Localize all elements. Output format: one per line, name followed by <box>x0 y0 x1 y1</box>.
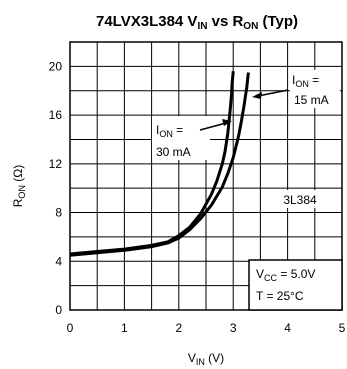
annotation-30ma-bg <box>152 116 210 160</box>
annotation-30ma: ION = <box>156 123 183 139</box>
annotation-30ma-arrowhead <box>222 119 232 126</box>
series-line-15ma <box>69 72 250 257</box>
y-tick-label: 20 <box>49 59 63 73</box>
chart-title: 74LVX3L384 VIN vs RON (Typ) <box>96 13 298 32</box>
conditions-temp: T = 25°C <box>256 289 304 303</box>
annotation-30ma-arrow <box>199 122 227 131</box>
x-tick-label: 0 <box>67 321 74 335</box>
annotation-15ma-arrowhead <box>252 92 262 99</box>
y-tick-label: 8 <box>55 206 62 220</box>
y-tick-label: 16 <box>49 108 63 122</box>
conditions-vcc: VCC = 5.0V <box>256 267 315 283</box>
annotation-part-bg <box>272 190 332 208</box>
x-tick-label: 2 <box>175 321 182 335</box>
y-tick-label: 0 <box>55 303 62 317</box>
x-tick-label: 1 <box>121 321 128 335</box>
annotation-15ma-value: 15 mA <box>294 93 329 107</box>
x-tick-label: 5 <box>339 321 346 335</box>
y-tick-label: 12 <box>49 157 63 171</box>
y-axis-label: RON (Ω) <box>11 165 27 207</box>
annotation-15ma: ION = <box>292 73 319 89</box>
conditions-box <box>248 259 343 311</box>
x-tick-label: 3 <box>230 321 237 335</box>
annotation-30ma-value: 30 mA <box>156 145 191 159</box>
x-axis-label: VIN (V) <box>188 351 224 367</box>
y-tick-label: 4 <box>55 254 62 268</box>
x-tick-labels: 0 1 2 3 4 5 <box>67 321 346 335</box>
y-tick-labels: 0 4 8 12 16 20 <box>49 59 63 317</box>
annotation-15ma-arrow <box>257 89 289 97</box>
annotation-part: 3L384 <box>283 193 317 207</box>
annotation-15ma-bg <box>290 70 340 108</box>
plot-frame <box>69 41 343 311</box>
x-tick-label: 4 <box>284 321 291 335</box>
